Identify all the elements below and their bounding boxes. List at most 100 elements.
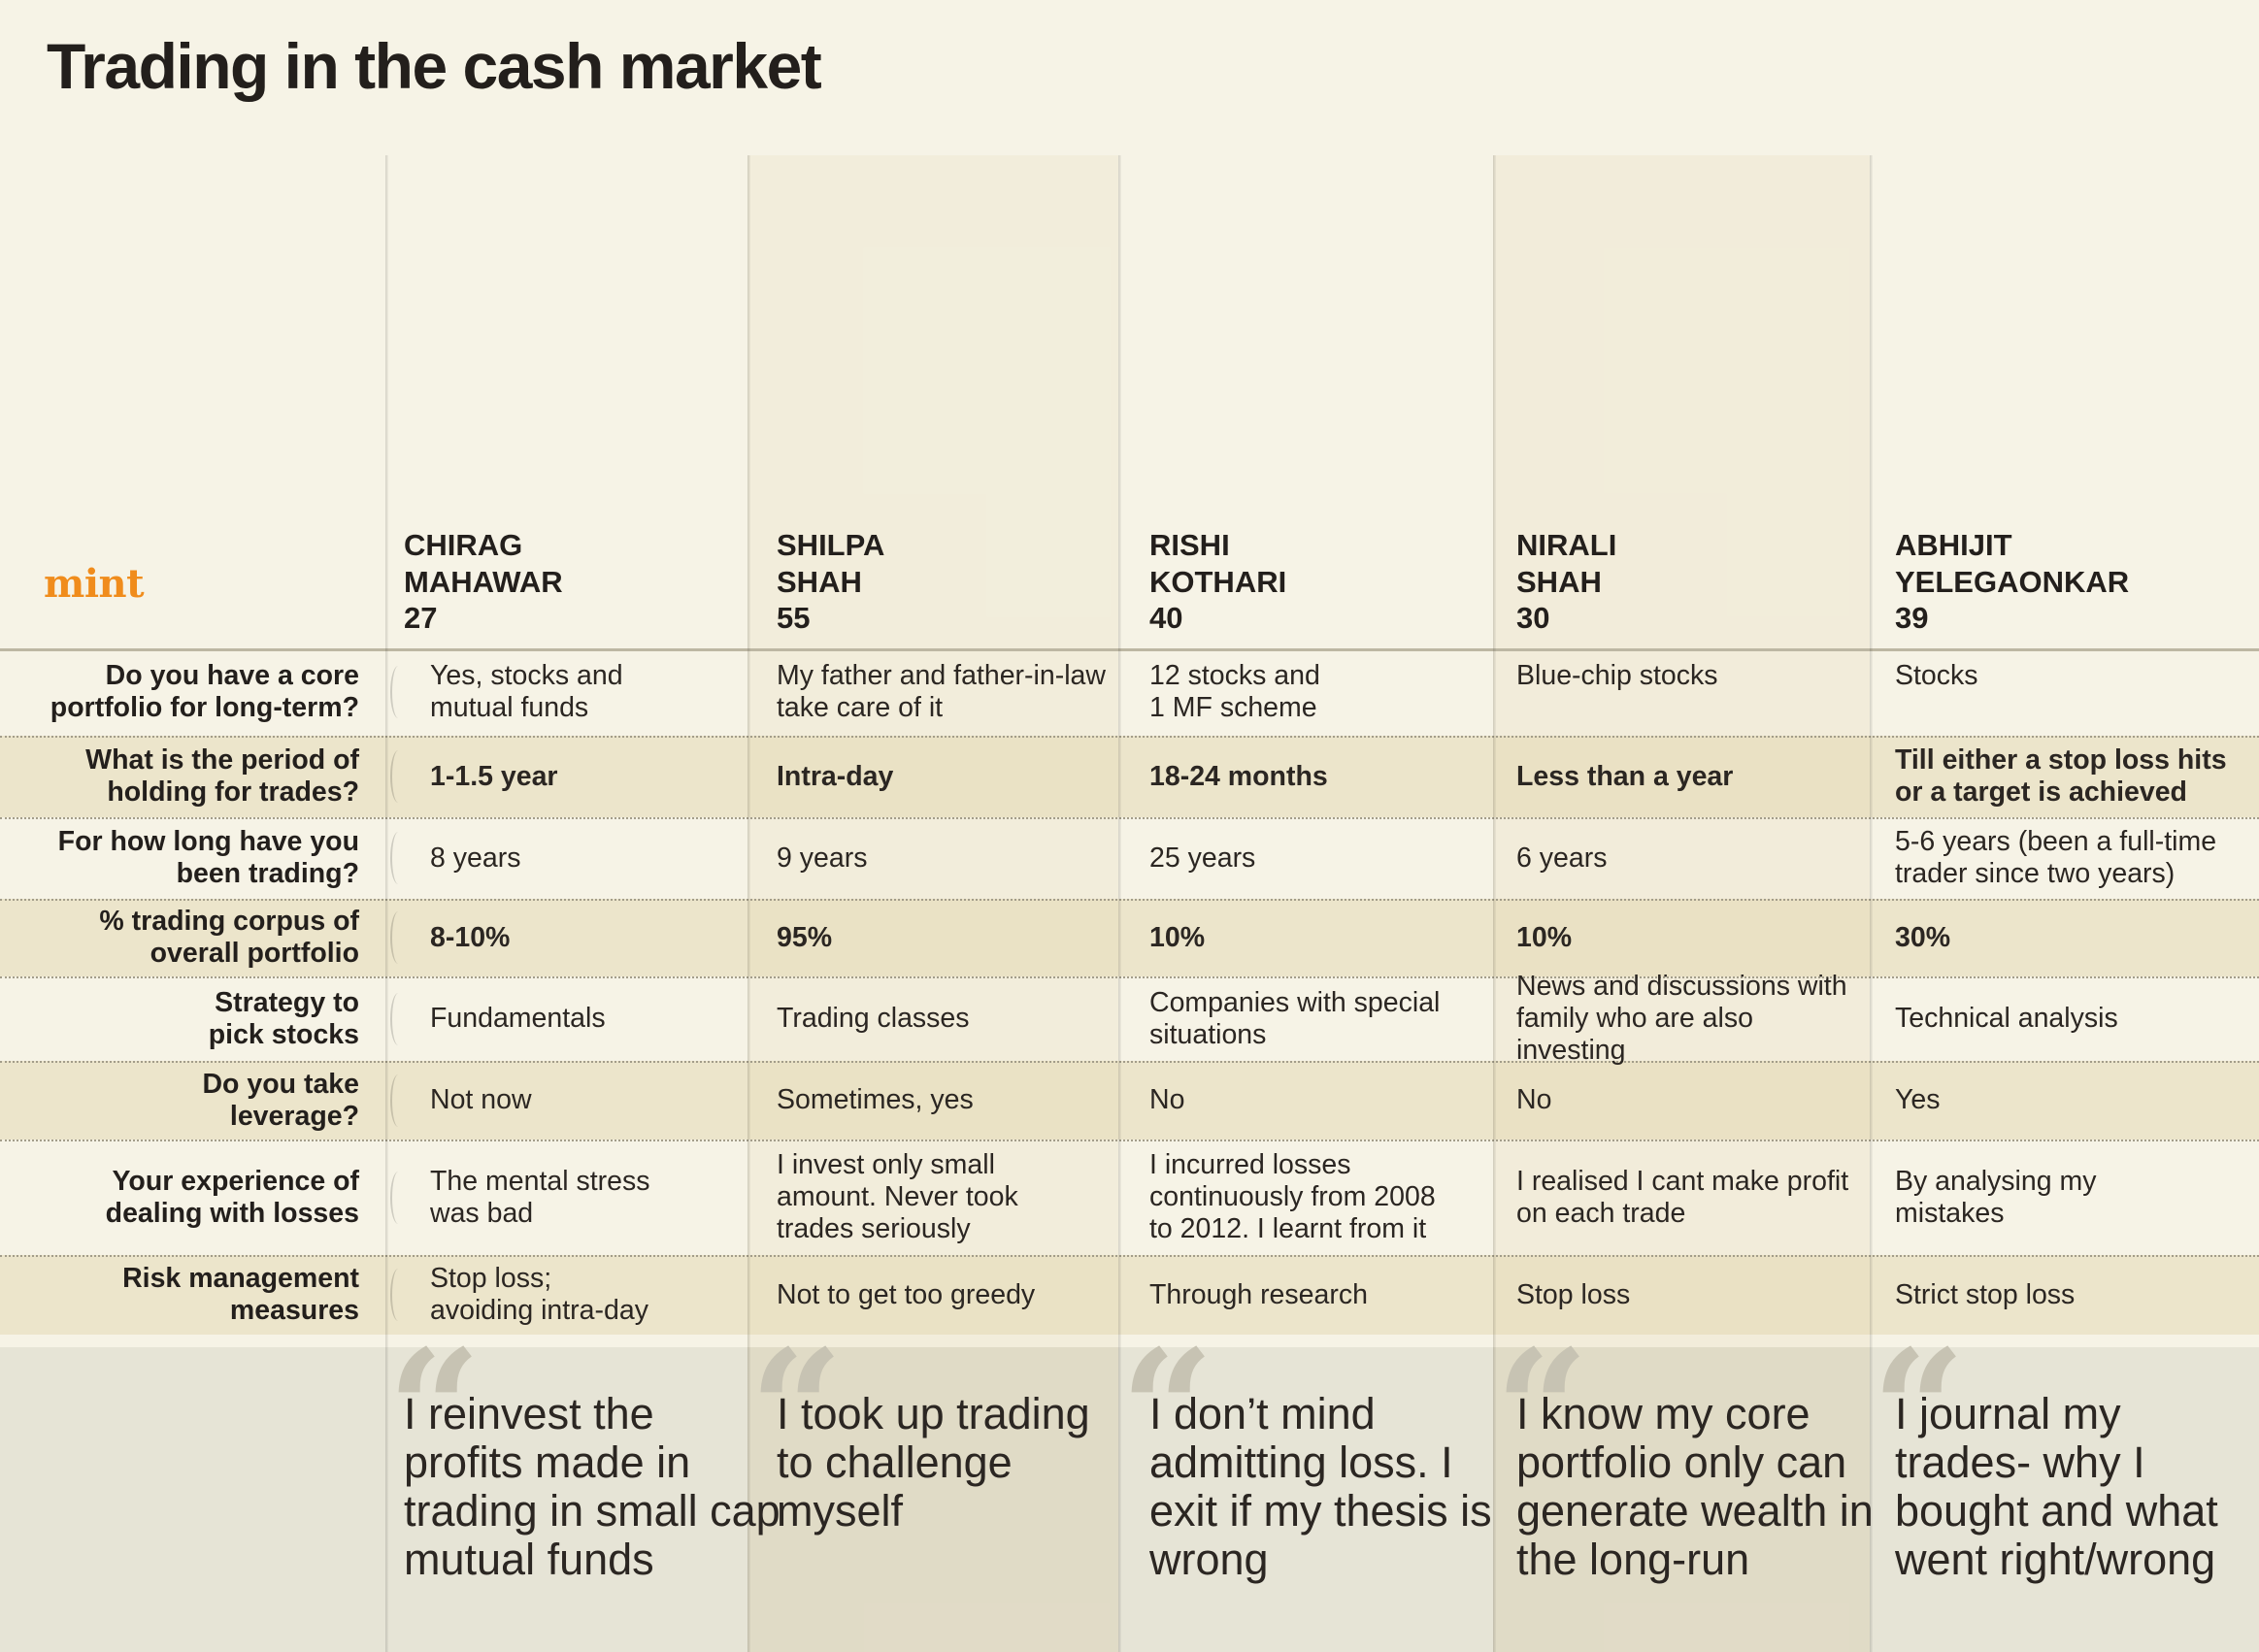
person-age: 55 (777, 601, 811, 635)
column-separator (747, 155, 750, 1652)
row-divider (0, 899, 2259, 901)
table-cell: Less than a year (1516, 736, 1866, 817)
person-first: ABHIJIT (1895, 528, 2012, 562)
text-line: generate wealth in (1516, 1486, 1874, 1536)
quote-mark-icon: “ (1495, 1313, 1589, 1505)
row-pointer (390, 832, 404, 884)
text-line: trading in small cap (404, 1486, 781, 1536)
text-line: trades- why I (1895, 1437, 2145, 1487)
row-pointer (390, 992, 404, 1045)
text-line: Stocks (1895, 660, 1978, 691)
row-pointer (390, 911, 404, 964)
row-pointer (390, 750, 404, 803)
pull-quote: I reinvest the profits made in trading in … (404, 1390, 781, 1584)
text-line: 10% (1149, 921, 1206, 953)
quote-column-shade (1493, 1347, 1870, 1652)
text-line: wrong (1149, 1535, 1269, 1584)
text-line: mutual funds (404, 1535, 654, 1584)
text-line: 30% (1895, 921, 1951, 953)
person-header: RISHI KOTHARI 40 (1149, 527, 1286, 637)
table-cell: 10% (1516, 899, 1866, 976)
text-line: The mental stress (430, 1165, 650, 1197)
row-question: Your experience of dealing with losses (10, 1140, 359, 1255)
person-first: SHILPA (777, 528, 885, 562)
text-line: continuously from 2008 (1149, 1181, 1436, 1212)
table-cell: Blue-chip stocks (1516, 648, 1866, 747)
table-row (0, 1255, 2259, 1335)
table-cell: No (1149, 1061, 1489, 1140)
person-last: SHAH (777, 564, 862, 599)
text-line: 18-24 months (1149, 760, 1328, 792)
row-divider (0, 976, 2259, 978)
person-last: SHAH (1516, 564, 1602, 599)
text-line: I realised I cant make profit (1516, 1165, 1849, 1197)
text-line: Intra-day (777, 760, 894, 792)
text-line: Fundamentals (430, 1003, 606, 1034)
table-cell: 8 years (430, 817, 744, 899)
person-last: KOTHARI (1149, 564, 1287, 599)
text-line: trader since two years) (1895, 858, 2176, 889)
text-line: admitting loss. I (1149, 1437, 1453, 1487)
table-row (0, 736, 2259, 817)
row-divider (0, 736, 2259, 738)
row-pointer (390, 666, 404, 718)
table-cell: Through research (1149, 1255, 1489, 1335)
column-separator (1870, 155, 1873, 1652)
text-line: take care of it (777, 692, 944, 723)
text-line: Do you have a core (105, 660, 359, 691)
column-separator (1493, 155, 1496, 1652)
text-line: myself (777, 1486, 904, 1536)
text-line: Stop loss; (430, 1263, 552, 1294)
text-line: family who are also investing (1516, 1003, 1753, 1066)
row-question: Risk management measures (10, 1255, 359, 1335)
quotes-band (0, 1347, 2259, 1652)
column-separator (385, 155, 388, 1652)
person-age: 40 (1149, 601, 1183, 635)
text-line: overall portfolio (149, 938, 359, 969)
text-line: 9 years (777, 842, 868, 874)
text-line: By analysing my (1895, 1165, 2097, 1197)
text-line: bought and what (1895, 1486, 2218, 1536)
table-cell: News and discussions with family who are … (1516, 971, 1866, 1066)
table-cell: Sometimes, yes (777, 1061, 1114, 1140)
text-line: Till either a stop loss hits (1895, 744, 2227, 776)
text-line: mistakes (1895, 1197, 2005, 1229)
table-row (0, 1061, 2259, 1140)
table-cell: 95% (777, 899, 1114, 976)
text-line: situations (1149, 1018, 1267, 1050)
text-line: Trading classes (777, 1003, 970, 1034)
person-age: 39 (1895, 601, 1929, 635)
text-line: amount. Never took (777, 1181, 1018, 1212)
text-line: portfolio only can (1516, 1437, 1847, 1487)
text-line: No (1516, 1084, 1552, 1115)
table-cell: 12 stocks and 1 MF scheme (1149, 648, 1489, 747)
row-pointer (390, 1269, 404, 1321)
text-line: to challenge (777, 1437, 1013, 1487)
text-line: 1-1.5 year (430, 760, 558, 792)
table-cell: 25 years (1149, 817, 1489, 899)
text-line: 6 years (1516, 842, 1608, 874)
table-cell: By analysing my mistakes (1895, 1140, 2255, 1255)
text-line: or a target is achieved (1895, 776, 2187, 808)
text-line: Your experience of (112, 1165, 359, 1197)
table-cell: 8-10% (430, 899, 744, 976)
text-line: measures (229, 1295, 359, 1326)
text-line: Not to get too greedy (777, 1278, 1036, 1310)
text-line: been trading? (176, 858, 359, 889)
text-line: profits made in (404, 1437, 691, 1487)
text-line: went right/wrong (1895, 1535, 2216, 1584)
table-cell: 18-24 months (1149, 736, 1489, 817)
quote-mark-icon: “ (749, 1313, 844, 1505)
person-age: 27 (404, 601, 438, 635)
pull-quote: I took up trading to challenge myself (777, 1390, 1090, 1536)
table-row (0, 899, 2259, 976)
table-cell: Companies with special situations (1149, 976, 1489, 1061)
table-cell: Yes (1895, 1061, 2255, 1140)
text-line: 8-10% (430, 921, 511, 953)
table-row (0, 648, 2259, 739)
text-line: Stop loss (1516, 1278, 1631, 1310)
text-line: Do you take (202, 1068, 359, 1100)
table-cell: Intra-day (777, 736, 1114, 817)
